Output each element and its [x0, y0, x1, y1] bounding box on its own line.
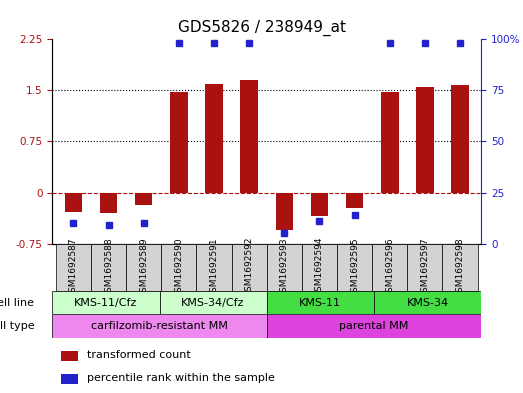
Bar — [100, 193, 117, 213]
FancyBboxPatch shape — [267, 291, 374, 314]
Bar — [276, 193, 293, 230]
Text: GSM1692593: GSM1692593 — [280, 237, 289, 298]
FancyBboxPatch shape — [372, 244, 407, 291]
Text: cell type: cell type — [0, 321, 35, 331]
Bar — [65, 193, 82, 212]
FancyBboxPatch shape — [267, 244, 302, 291]
Text: GSM1692592: GSM1692592 — [245, 237, 254, 298]
FancyBboxPatch shape — [302, 244, 337, 291]
Bar — [241, 80, 258, 193]
FancyBboxPatch shape — [126, 244, 161, 291]
Text: GDS5826 / 238949_at: GDS5826 / 238949_at — [177, 19, 346, 36]
Bar — [205, 84, 223, 193]
FancyBboxPatch shape — [374, 291, 481, 314]
FancyBboxPatch shape — [160, 291, 267, 314]
Text: transformed count: transformed count — [87, 350, 190, 360]
Bar — [170, 92, 188, 193]
FancyBboxPatch shape — [52, 291, 160, 314]
FancyBboxPatch shape — [337, 244, 372, 291]
FancyBboxPatch shape — [267, 314, 481, 338]
Text: percentile rank within the sample: percentile rank within the sample — [87, 373, 275, 383]
Text: cell line: cell line — [0, 298, 35, 308]
Text: GSM1692598: GSM1692598 — [456, 237, 464, 298]
Bar — [311, 193, 328, 217]
Text: GSM1692596: GSM1692596 — [385, 237, 394, 298]
Bar — [416, 87, 434, 193]
Text: GSM1692594: GSM1692594 — [315, 237, 324, 298]
FancyBboxPatch shape — [52, 314, 267, 338]
Text: GSM1692588: GSM1692588 — [104, 237, 113, 298]
Text: KMS-11: KMS-11 — [299, 298, 342, 308]
Bar — [451, 85, 469, 193]
Text: GSM1692590: GSM1692590 — [174, 237, 184, 298]
Bar — [381, 92, 399, 193]
Text: parental MM: parental MM — [339, 321, 408, 331]
Bar — [135, 193, 153, 205]
Text: GSM1692589: GSM1692589 — [139, 237, 148, 298]
Bar — [61, 374, 78, 384]
Text: GSM1692591: GSM1692591 — [210, 237, 219, 298]
Text: GSM1692597: GSM1692597 — [420, 237, 429, 298]
Text: KMS-34: KMS-34 — [406, 298, 449, 308]
FancyBboxPatch shape — [91, 244, 126, 291]
FancyBboxPatch shape — [442, 244, 477, 291]
Text: KMS-34/Cfz: KMS-34/Cfz — [181, 298, 245, 308]
Text: carfilzomib-resistant MM: carfilzomib-resistant MM — [91, 321, 228, 331]
Text: KMS-11/Cfz: KMS-11/Cfz — [74, 298, 138, 308]
FancyBboxPatch shape — [197, 244, 232, 291]
Text: GSM1692587: GSM1692587 — [69, 237, 78, 298]
FancyBboxPatch shape — [407, 244, 442, 291]
FancyBboxPatch shape — [56, 244, 91, 291]
Bar — [346, 193, 363, 208]
FancyBboxPatch shape — [161, 244, 197, 291]
Text: GSM1692595: GSM1692595 — [350, 237, 359, 298]
FancyBboxPatch shape — [232, 244, 267, 291]
Bar — [61, 351, 78, 361]
